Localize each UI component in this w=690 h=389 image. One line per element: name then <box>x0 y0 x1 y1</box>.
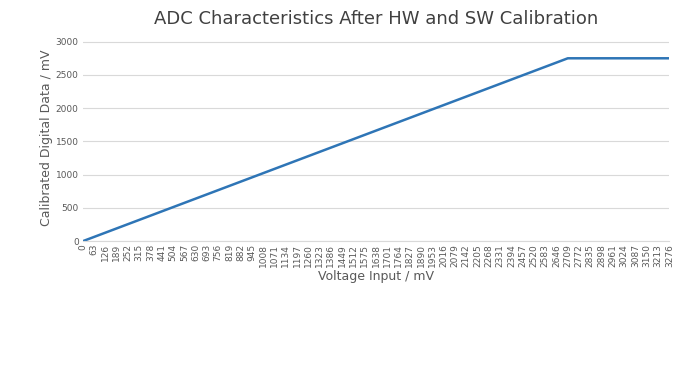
Y-axis label: Calibrated Digital Data / mV: Calibrated Digital Data / mV <box>40 50 53 226</box>
Title: ADC Characteristics After HW and SW Calibration: ADC Characteristics After HW and SW Cali… <box>154 10 598 28</box>
X-axis label: Voltage Input / mV: Voltage Input / mV <box>318 270 434 283</box>
